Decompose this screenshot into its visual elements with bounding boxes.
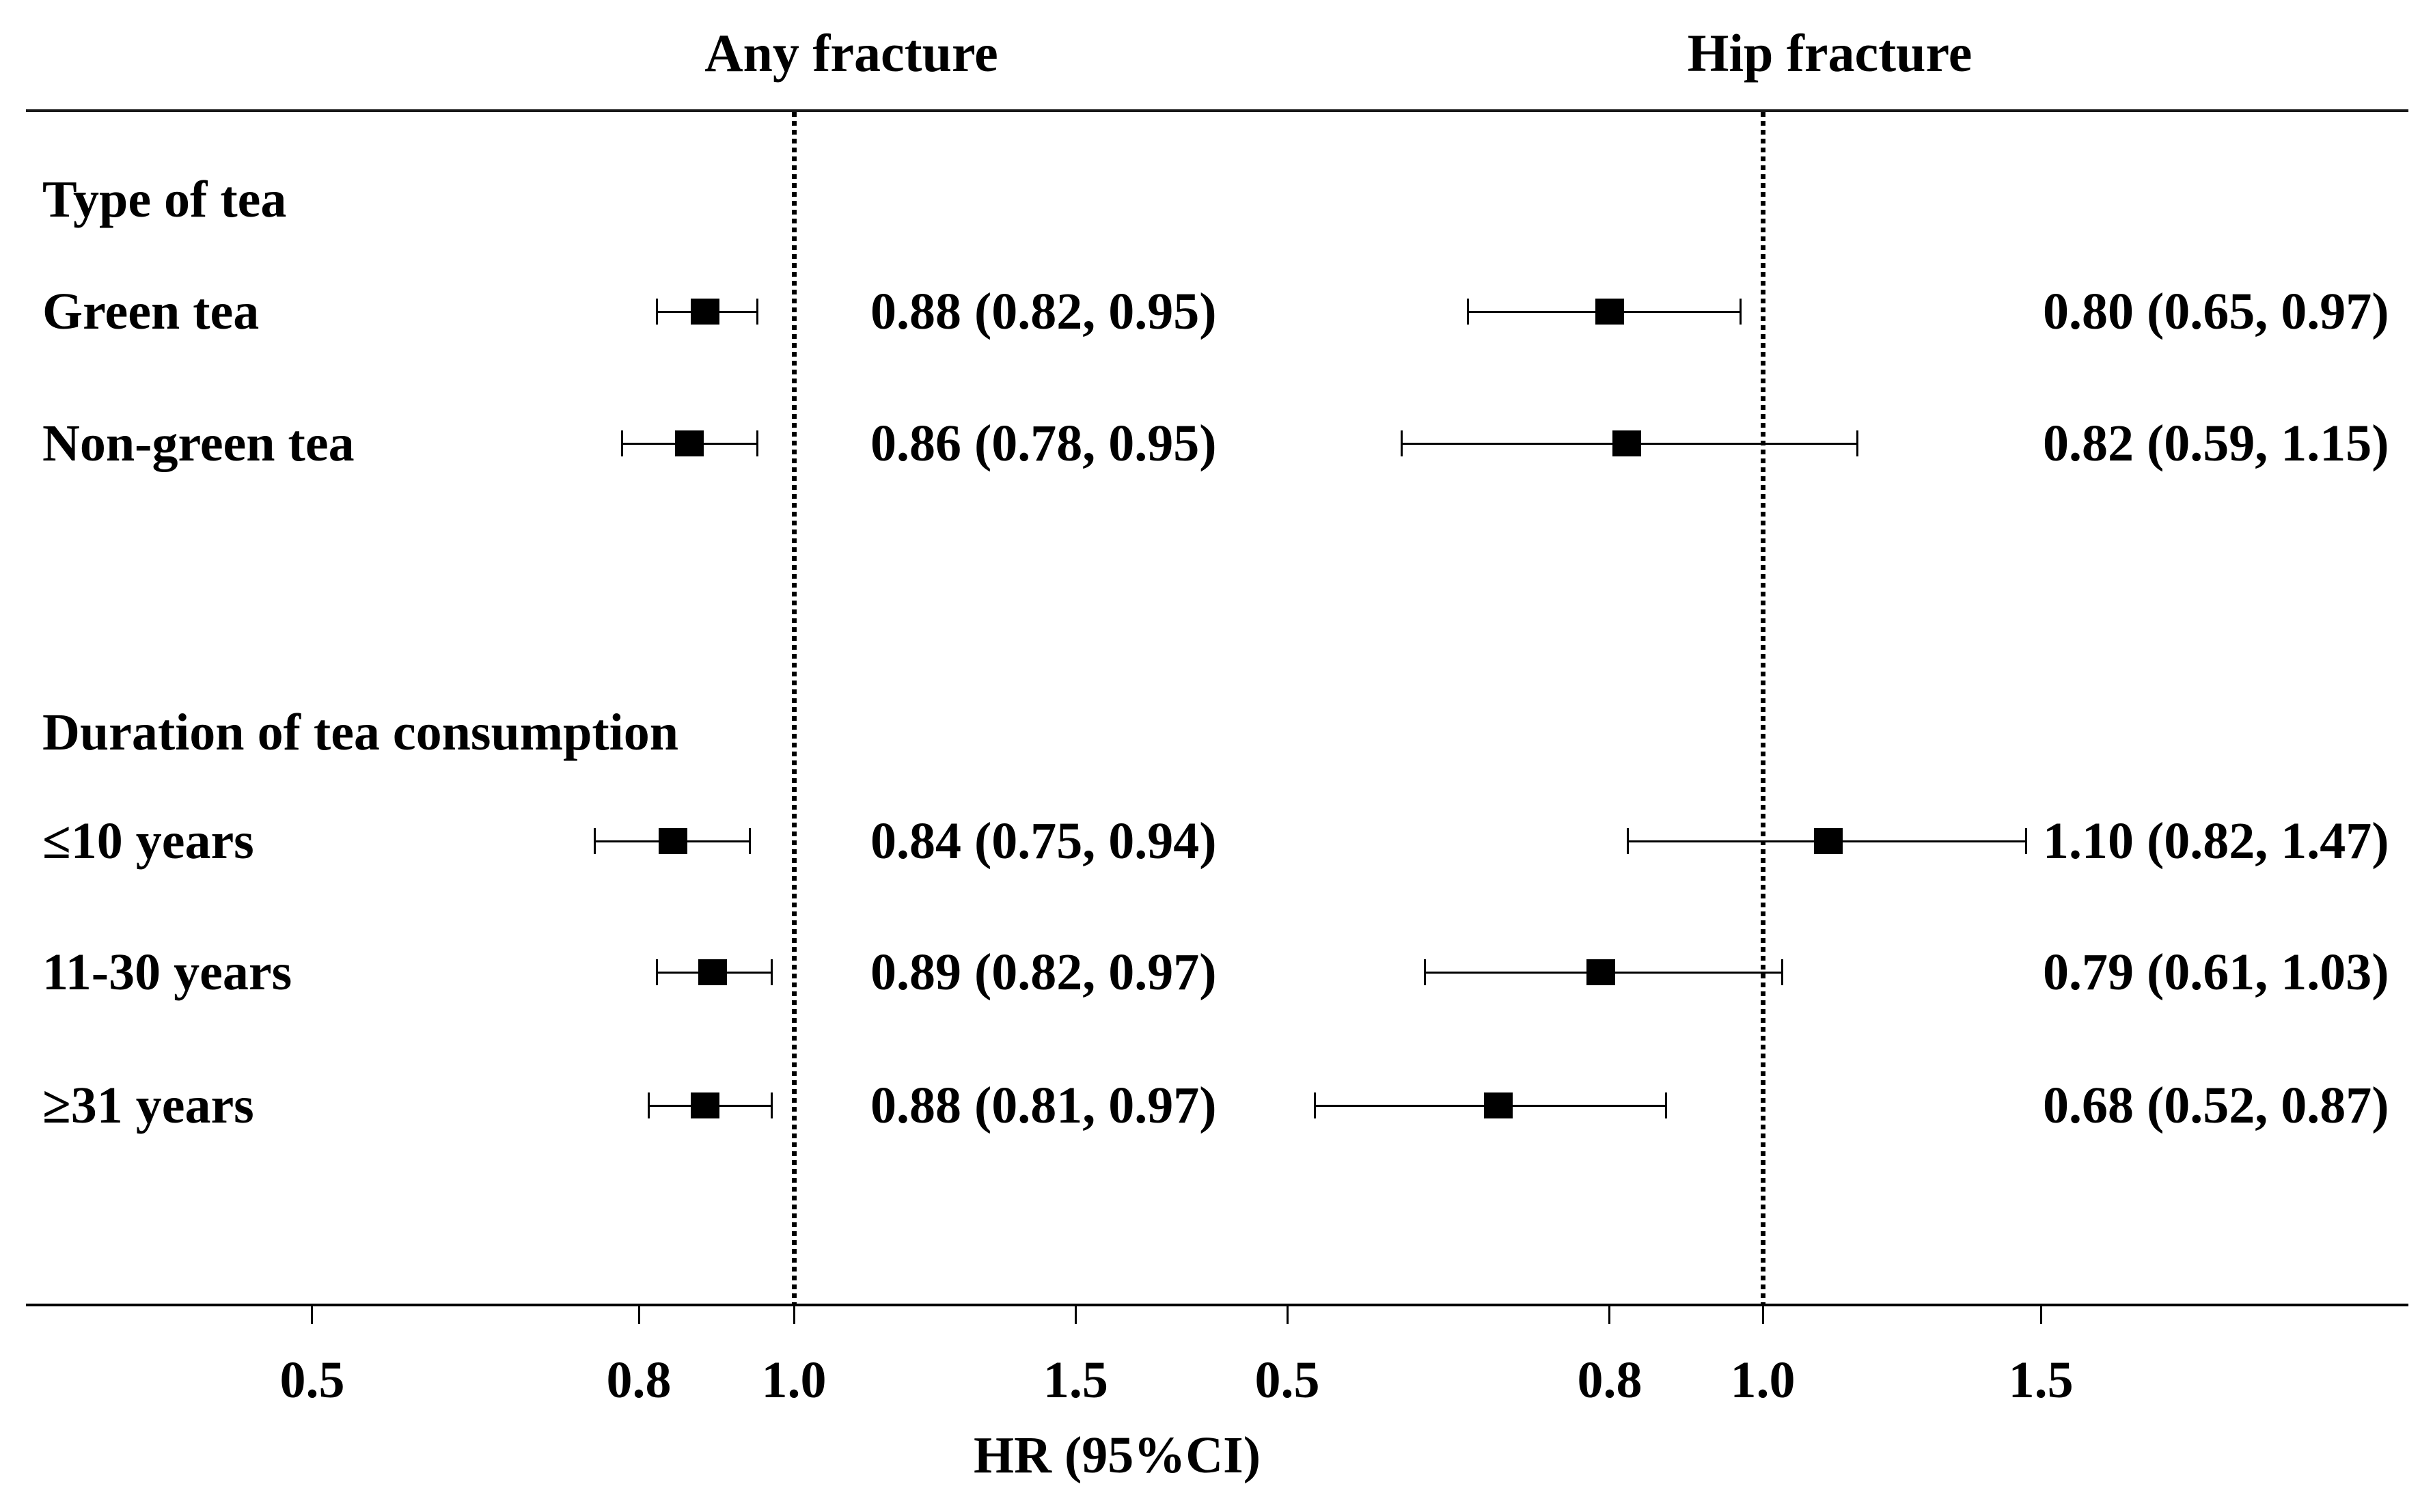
x-tick-label: 1.5 (2008, 1351, 2074, 1409)
x-tick (2039, 1306, 2042, 1324)
x-tick (637, 1306, 640, 1324)
ci-cap-right (771, 1092, 773, 1118)
hr-marker (1586, 959, 1616, 985)
x-tick-label: 1.5 (1043, 1351, 1108, 1409)
hr-value-text: 0.82 (0.59, 1.15) (2043, 415, 2389, 472)
hr-marker (674, 430, 704, 456)
ci-cap-left (1314, 1092, 1317, 1118)
ci-cap-left (656, 299, 659, 325)
ci-cap-right (756, 430, 758, 456)
x-tick-label: 0.8 (1577, 1351, 1642, 1409)
hr-marker (698, 959, 728, 985)
ci-cap-right (1856, 430, 1859, 456)
ci-cap-left (647, 1092, 650, 1118)
header-separator-line (26, 109, 2408, 112)
panel-title-any-fracture: Any fracture (704, 23, 998, 83)
ci-cap-right (771, 959, 773, 985)
panel-title-hip-fracture: Hip fracture (1687, 23, 1972, 83)
ci-cap-right (1665, 1092, 1668, 1118)
hr-marker (690, 1092, 719, 1118)
reference-line-hip (1760, 112, 1765, 1304)
section-label: Type of tea (42, 171, 287, 228)
hr-marker (1483, 1092, 1513, 1118)
ci-cap-right (2024, 828, 2027, 854)
hr-value-text: 0.89 (0.82, 0.97) (870, 944, 1217, 1001)
ci-cap-left (1401, 430, 1403, 456)
x-axis-label: HR (95%CI) (973, 1427, 1261, 1484)
x-tick-label: 0.5 (1254, 1351, 1320, 1409)
ci-cap-right (749, 828, 752, 854)
row-label: 11-30 years (42, 944, 292, 1001)
x-tick (1286, 1306, 1289, 1324)
row-label: Green tea (42, 283, 260, 340)
ci-cap-left (621, 430, 624, 456)
hr-marker (1595, 299, 1624, 325)
ci-cap-right (1740, 299, 1742, 325)
x-tick-label: 0.8 (606, 1351, 672, 1409)
hr-value-text: 0.86 (0.78, 0.95) (870, 415, 1217, 472)
x-tick (1608, 1306, 1611, 1324)
x-tick-label: 1.0 (1730, 1351, 1796, 1409)
x-tick (793, 1306, 795, 1324)
row-label: ≤10 years (42, 812, 254, 870)
ci-cap-left (1423, 959, 1426, 985)
ci-cap-left (1626, 828, 1629, 854)
row-label: ≥31 years (42, 1077, 254, 1134)
hr-value-text: 0.79 (0.61, 1.03) (2043, 944, 2389, 1001)
row-label: Non-green tea (42, 415, 355, 472)
hr-marker (658, 828, 687, 854)
ci-cap-right (1781, 959, 1783, 985)
hr-value-text: 0.80 (0.65, 0.97) (2043, 283, 2389, 340)
x-tick (311, 1306, 314, 1324)
ci-cap-left (1467, 299, 1470, 325)
x-axis-line (26, 1304, 2408, 1306)
section-label: Duration of tea consumption (42, 704, 679, 761)
x-tick-label: 1.0 (761, 1351, 827, 1409)
ci-cap-left (594, 828, 596, 854)
ci-cap-right (756, 299, 758, 325)
reference-line-any (791, 112, 797, 1304)
hr-marker (690, 299, 719, 325)
hr-value-text: 1.10 (0.82, 1.47) (2043, 812, 2389, 870)
ci-cap-left (656, 959, 659, 985)
x-tick (1761, 1306, 1764, 1324)
hr-value-text: 0.88 (0.82, 0.95) (870, 283, 1217, 340)
x-tick-label: 0.5 (279, 1351, 345, 1409)
hr-value-text: 0.68 (0.52, 0.87) (2043, 1077, 2389, 1134)
hr-marker (1813, 828, 1843, 854)
hr-value-text: 0.88 (0.81, 0.97) (870, 1077, 1217, 1134)
x-tick (1074, 1306, 1077, 1324)
hr-value-text: 0.84 (0.75, 0.94) (870, 812, 1217, 870)
hr-marker (1612, 430, 1641, 456)
